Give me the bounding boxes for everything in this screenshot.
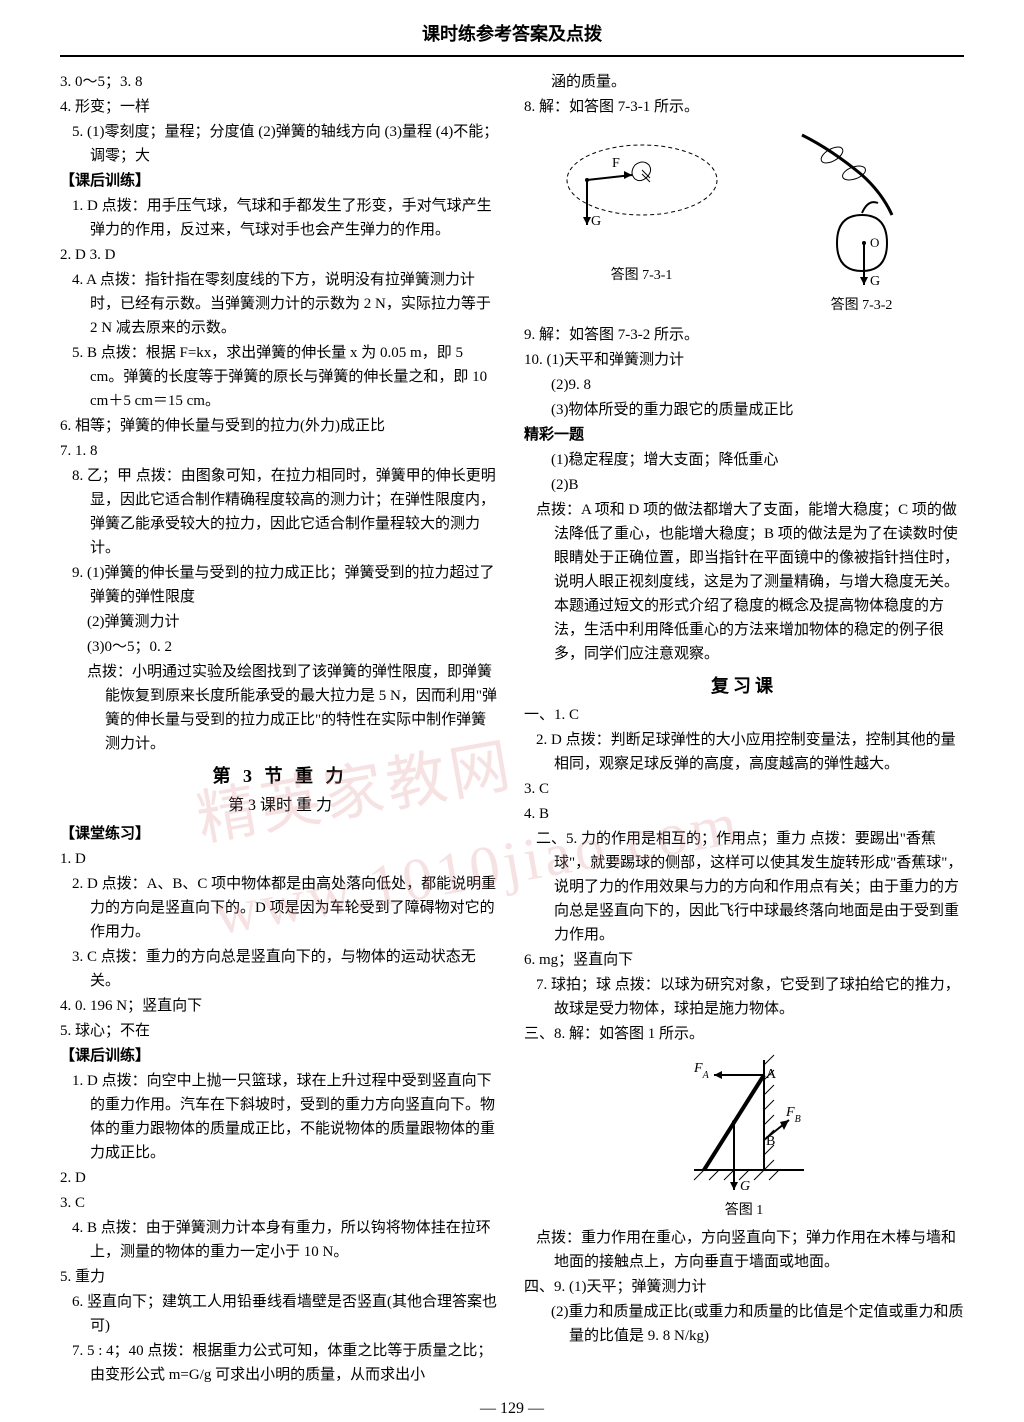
figure-caption: 答图 7-3-2 (831, 295, 893, 317)
section-header: 课堂练习 (60, 822, 500, 846)
text-line: 3. 0～5；3. 8 (60, 70, 500, 94)
text-line: 三、8. 解：如答图 1 所示。 (524, 1022, 964, 1046)
text-line: 5. B 点拨：根据 F=kx，求出弹簧的伸长量 x 为 0.05 m，即 5 … (60, 341, 500, 413)
text-line: (2)重力和质量成正比(或重力和质量的比值是个定值或重力和质量的比值是 9. 8… (524, 1300, 964, 1348)
figure-caption: 答图 7-3-1 (611, 265, 673, 287)
center-label: O (870, 235, 879, 250)
text-line: 5. 球心；不在 (60, 1019, 500, 1043)
figure-caption: 答图 1 (725, 1200, 764, 1222)
text-line: 1. D 点拨：用手压气球，气球和手都发生了形变，手对气球产生弹力的作用，反过来… (60, 194, 500, 242)
text-line: (3)0～5；0. 2 (60, 635, 500, 659)
force-label: G (870, 274, 880, 289)
text-line: 5. 重力 (60, 1265, 500, 1289)
text-line: (2)B (524, 473, 964, 497)
section-header: 课后训练 (60, 1044, 500, 1068)
text-line: 2. D 点拨：A、B、C 项中物体都是由高处落向低处，都能说明重力的方向是竖直… (60, 872, 500, 944)
text-line: 点拨：A 项和 D 项的做法都增大了支面，能增大稳度；C 项的做法降低了重心，也… (524, 498, 964, 666)
text-line: 四、9. (1)天平；弹簧测力计 (524, 1275, 964, 1299)
diagram-hand-ellipse-icon: F G (557, 125, 727, 265)
diagram-apple-branch-icon: O G (792, 125, 932, 295)
page-number: — 129 — (60, 1396, 964, 1422)
figure-set: F G 答图 7-3-1 O (524, 125, 964, 317)
section-title: 复习课 (524, 672, 964, 701)
right-column: 涵的质量。 8. 解：如答图 7-3-1 所示。 F G 答图 7-3-1 (524, 69, 964, 1388)
diagram-force-incline-icon: A B FA FB G (654, 1050, 834, 1200)
left-column: 3. 0～5；3. 8 4. 形变；一样 5. (1)零刻度；量程；分度值 (2… (60, 69, 500, 1388)
text-line: 8. 乙；甲 点拨：由图象可知，在拉力相同时，弹簧甲的伸长更明显，因此它适合制作… (60, 464, 500, 560)
page-header: 课时练参考答案及点拨 (60, 20, 964, 57)
text-line: 2. D 点拨：判断足球弹性的大小应用控制变量法，控制其他的量相同，观察足球反弹… (524, 728, 964, 776)
text-line: 6. 相等；弹簧的伸长量与受到的拉力(外力)成正比 (60, 414, 500, 438)
text-line: 4. B 点拨：由于弹簧测力计本身有重力，所以钩将物体挂在拉环上，测量的物体的重… (60, 1216, 500, 1264)
text-line: 2. D (60, 1166, 500, 1190)
text-line: 一、1. C (524, 703, 964, 727)
text-line: 4. B (524, 802, 964, 826)
text-line: 二、5. 力的作用是相互的；作用点；重力 点拨：要踢出"香蕉球"，就要踢球的侧部… (524, 827, 964, 947)
text-line: (2)弹簧测力计 (60, 610, 500, 634)
text-line: 6. mg；竖直向下 (524, 948, 964, 972)
text-line: (3)物体所受的重力跟它的质量成正比 (524, 398, 964, 422)
figure-732: O G 答图 7-3-2 (792, 125, 932, 317)
section-subtitle: 第 3 课时 重 力 (60, 793, 500, 819)
text-line: 10. (1)天平和弹簧测力计 (524, 348, 964, 372)
text-line: 9. 解：如答图 7-3-2 所示。 (524, 323, 964, 347)
text-line: 点拨：重力作用在重心，方向竖直向下；弹力作用在木棒与墙和地面的接触点上，方向垂直… (524, 1226, 964, 1274)
text-line: (2)9. 8 (524, 373, 964, 397)
text-line: 8. 解：如答图 7-3-1 所示。 (524, 95, 964, 119)
text-line: 4. A 点拨：指针指在零刻度线的下方，说明没有拉弹簧测力计时，已经有示数。当弹… (60, 268, 500, 340)
text-line: 1. D 点拨：向空中上抛一只篮球，球在上升过程中受到竖直向下的重力作用。汽车在… (60, 1069, 500, 1165)
text-line: 3. C (524, 777, 964, 801)
force-label: G (740, 1179, 750, 1194)
text-line: (1)稳定程度；增大支面；降低重心 (524, 448, 964, 472)
section-header: 课后训练 (60, 169, 500, 193)
text-line: 3. C 点拨：重力的方向总是竖直向下的，与物体的运动状态无关。 (60, 945, 500, 993)
text-line: 5. (1)零刻度；量程；分度值 (2)弹簧的轴线方向 (3)量程 (4)不能；… (60, 120, 500, 168)
text-line: 9. (1)弹簧的伸长量与受到的拉力成正比；弹簧受到的拉力超过了弹簧的弹性限度 (60, 561, 500, 609)
text-line: 7. 5 : 4；40 点拨：根据重力公式可知，体重之比等于质量之比；由变形公式… (60, 1339, 500, 1387)
figure-1: A B FA FB G 答图 1 (524, 1050, 964, 1222)
text-line: 2. D 3. D (60, 243, 500, 267)
text-line: 7. 1. 8 (60, 439, 500, 463)
two-column-layout: 3. 0～5；3. 8 4. 形变；一样 5. (1)零刻度；量程；分度值 (2… (60, 69, 964, 1388)
text-line: 4. 0. 196 N；竖直向下 (60, 994, 500, 1018)
text-line: 涵的质量。 (524, 70, 964, 94)
text-line: 6. 竖直向下；建筑工人用铅垂线看墙壁是否竖直(其他合理答案也可) (60, 1290, 500, 1338)
section-header: 精彩一题 (524, 423, 964, 447)
text-line: 点拨：小明通过实验及绘图找到了该弹簧的弹性限度，即弹簧能恢复到原来长度所能承受的… (60, 660, 500, 756)
force-label: G (591, 214, 601, 229)
text-line: 7. 球拍；球 点拨：以球为研究对象，它受到了球拍给它的推力，故球是受力物体，球… (524, 973, 964, 1021)
point-label: A (766, 1067, 777, 1082)
text-line: 1. D (60, 847, 500, 871)
text-line: 4. 形变；一样 (60, 95, 500, 119)
section-title: 第 3 节 重 力 (60, 762, 500, 791)
figure-731: F G 答图 7-3-1 (557, 125, 727, 317)
force-label: F (612, 156, 620, 171)
force-label: FA (693, 1061, 710, 1081)
text-line: 3. C (60, 1191, 500, 1215)
